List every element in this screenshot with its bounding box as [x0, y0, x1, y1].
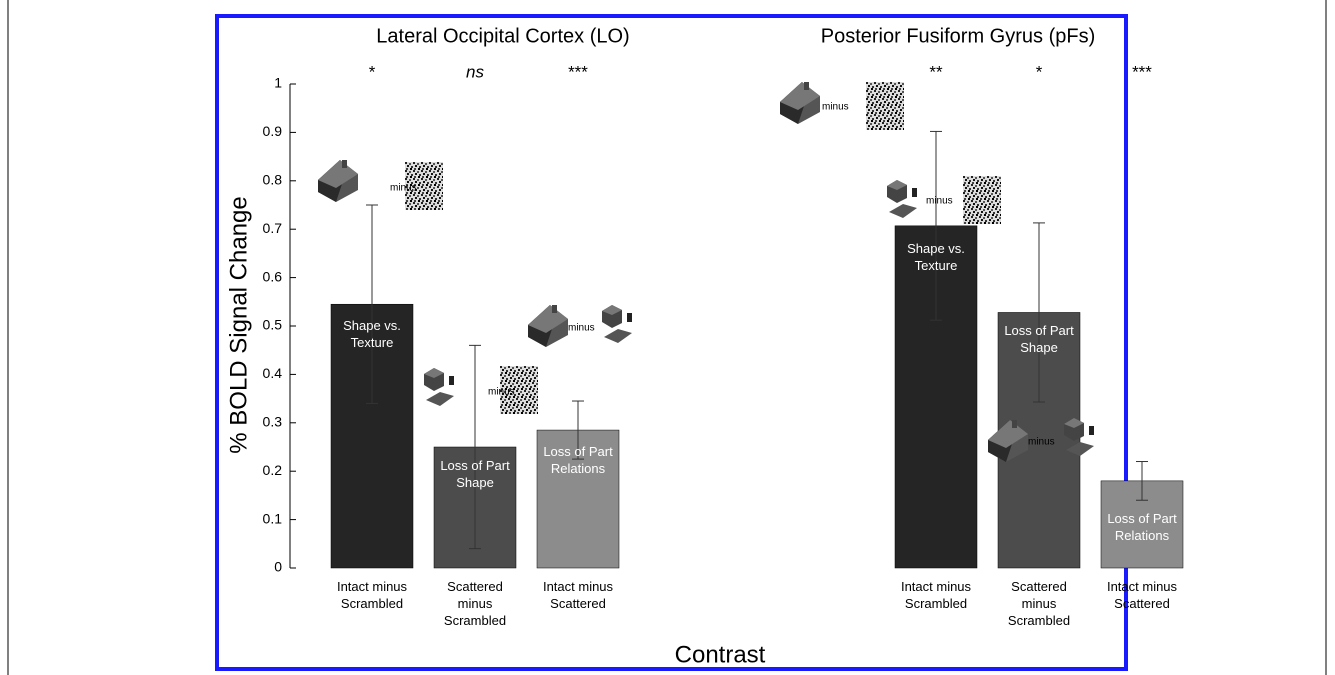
- icon-caption: minus: [1028, 437, 1055, 448]
- y-tick-label: 0.7: [263, 220, 283, 236]
- stimulus-icon: [1064, 418, 1094, 456]
- x-tick-label: Intact minus Scrambled: [896, 578, 976, 612]
- y-tick-label: 0: [274, 559, 282, 575]
- group-title: Lateral Occipital Cortex (LO): [376, 25, 629, 47]
- y-axis-label: % BOLD Signal Change: [225, 196, 252, 453]
- y-tick-label: 0.6: [263, 268, 283, 284]
- icon-caption: minus: [822, 102, 849, 113]
- bar-label: Loss of Part Relations: [1106, 510, 1178, 544]
- stimulus-icon: [887, 180, 917, 218]
- icon-caption: minus: [488, 387, 515, 398]
- significance: ns: [466, 62, 484, 81]
- chart: Lateral Occipital Cortex (LO) Posterior …: [0, 0, 1335, 675]
- x-tick-label: Intact minus Scattered: [1102, 578, 1182, 612]
- stimulus-icon: [866, 82, 904, 130]
- y-tick-label: 0.1: [263, 510, 283, 526]
- y-tick-label: 0.5: [263, 317, 283, 333]
- y-tick-label: 0.3: [263, 414, 283, 430]
- stimulus-icon: [602, 305, 632, 343]
- group-title: Posterior Fusiform Gyrus (pFs): [821, 25, 1095, 47]
- stimulus-icon: [318, 160, 358, 202]
- bar-label: Loss of Part Shape: [439, 457, 511, 491]
- stimulus-icon: [963, 176, 1001, 224]
- bar-label: Loss of Part Shape: [1003, 322, 1075, 356]
- x-tick-label: Scattered minus Scrambled: [435, 578, 515, 629]
- icon-caption: minus: [390, 183, 417, 194]
- x-tick-label: Scattered minus Scrambled: [999, 578, 1079, 629]
- y-tick-label: 0.4: [263, 365, 283, 381]
- bar-label: Shape vs. Texture: [900, 240, 972, 274]
- significance: **: [929, 62, 943, 81]
- icon-caption: minus: [568, 323, 595, 334]
- significance: *: [1036, 62, 1043, 81]
- y-tick-label: 1: [274, 75, 282, 91]
- y-tick-label: 0.8: [263, 172, 283, 188]
- stimulus-icon: [780, 82, 820, 124]
- y-tick-label: 0.9: [263, 123, 283, 139]
- x-axis-label: Contrast: [675, 641, 766, 668]
- x-tick-label: Intact minus Scattered: [538, 578, 618, 612]
- page: Lateral Occipital Cortex (LO) Posterior …: [0, 0, 1335, 675]
- x-tick-label: Intact minus Scrambled: [332, 578, 412, 612]
- icon-caption: minus: [926, 196, 953, 207]
- bar-label: Loss of Part Relations: [542, 443, 614, 477]
- significance: ***: [1132, 62, 1152, 81]
- bar-label: Shape vs. Texture: [336, 317, 408, 351]
- significance: *: [369, 62, 376, 81]
- significance: ***: [568, 62, 588, 81]
- y-tick-label: 0.2: [263, 462, 283, 478]
- stimulus-icon: [424, 368, 454, 406]
- stimulus-icon: [528, 305, 568, 347]
